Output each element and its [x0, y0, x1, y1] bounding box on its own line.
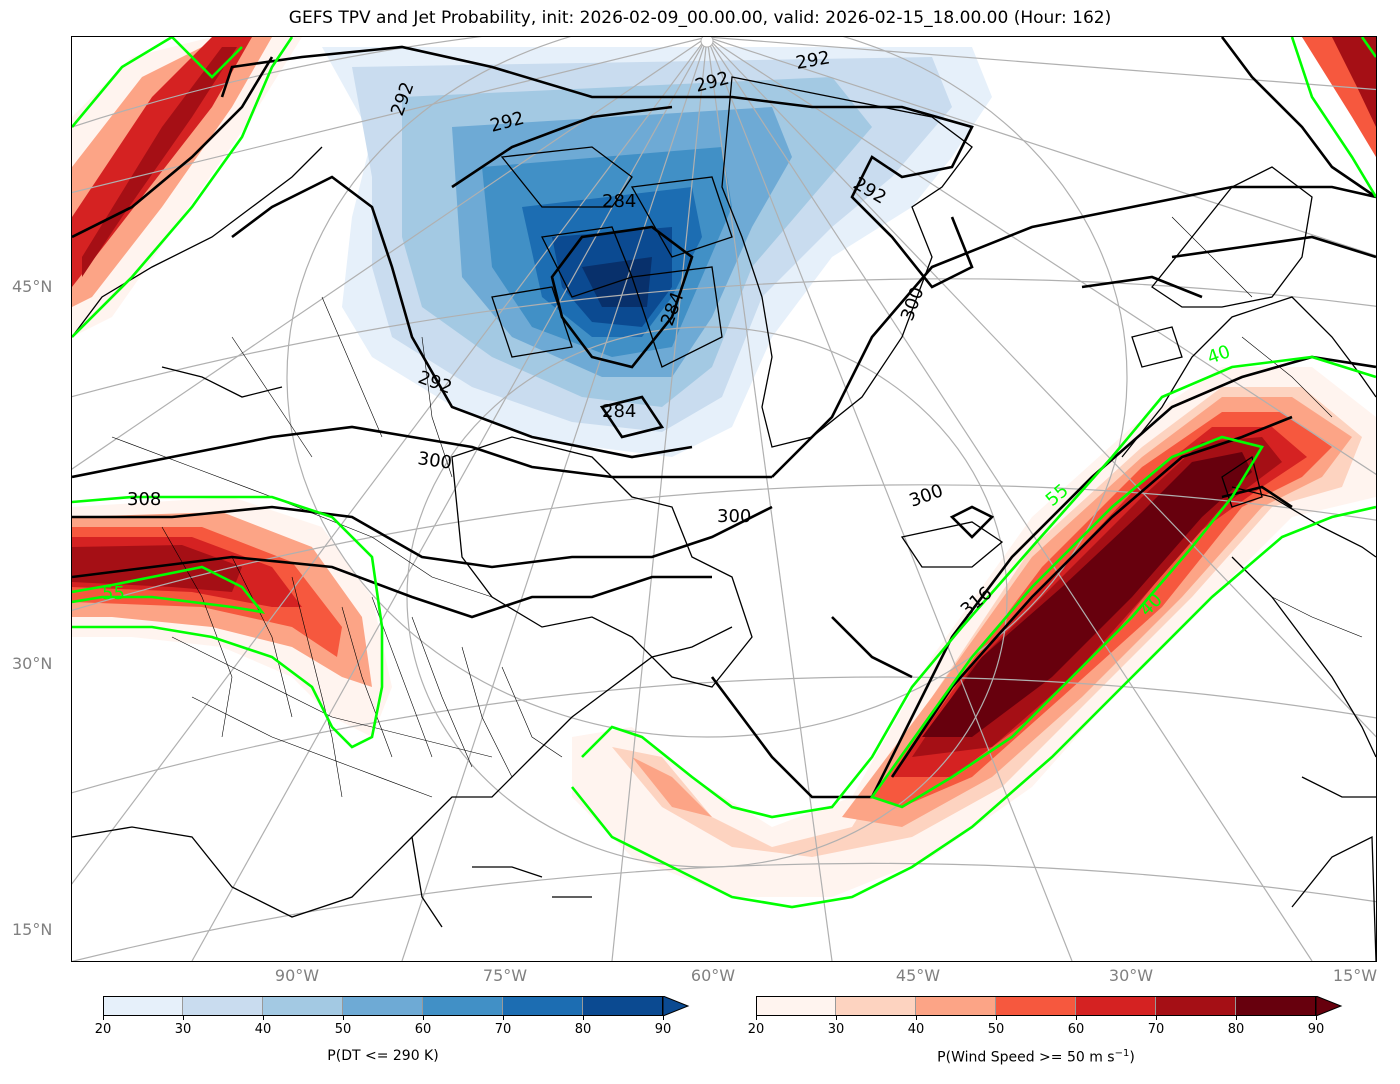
lat-label: 15°N: [12, 920, 53, 939]
colorbar-tick-label: 30: [827, 1022, 845, 1037]
lat-label: 30°N: [12, 654, 53, 673]
colorbar-tickmark: [263, 1016, 264, 1020]
colorbar-segment: [1156, 996, 1236, 1016]
colorbar-tick-label: 20: [747, 1022, 765, 1037]
map-panel: 292 292 292 292 292 292 284 284 284 300 …: [71, 36, 1377, 962]
lat-label: 45°N: [12, 277, 53, 296]
tpv-colorbar: [103, 996, 690, 1016]
political-borders: [111, 216, 1363, 798]
colorbar-tickmark: [663, 1016, 664, 1020]
contour-label: 300: [717, 506, 751, 527]
colorbar-tick-label: 80: [574, 1022, 592, 1037]
colorbar-segment: [263, 996, 343, 1016]
colorbar-tick-label: 60: [1067, 1022, 1085, 1037]
contour-label: 284: [602, 191, 636, 212]
colorbar-segment: [503, 996, 583, 1016]
colorbar-tickmark: [996, 1016, 997, 1020]
contour-label: 300: [416, 448, 453, 474]
colorbar-tickmark: [503, 1016, 504, 1020]
colorbar-tick-label: 20: [94, 1022, 112, 1037]
dt-contours: [72, 37, 1376, 799]
colorbar-tickmark: [343, 1016, 344, 1020]
colorbar-tickmark: [423, 1016, 424, 1020]
colorbar-extend-arrow: [103, 996, 690, 1016]
tpv-colorbar-label: P(DT <= 290 K): [327, 1048, 439, 1064]
colorbar-tick-label: 50: [334, 1022, 352, 1037]
tpv-probability-field: [322, 47, 992, 457]
colorbar-tick-label: 90: [1307, 1022, 1325, 1037]
colorbar-segment: [756, 996, 836, 1016]
lon-label: 30°W: [1108, 966, 1154, 985]
colorbar-tick-label: 70: [494, 1022, 512, 1037]
colorbar-tick-label: 30: [174, 1022, 192, 1037]
colorbar-tickmark: [1156, 1016, 1157, 1020]
colorbar-tickmark: [1076, 1016, 1077, 1020]
colorbar-tick-label: 40: [907, 1022, 925, 1037]
wind-contours: [72, 37, 1376, 909]
contour-label: 300: [897, 284, 928, 323]
lon-label: 90°W: [274, 966, 320, 985]
contour-label: 284: [602, 401, 636, 422]
lon-label: 75°W: [482, 966, 528, 985]
map-title: GEFS TPV and Jet Probability, init: 2026…: [288, 8, 1112, 28]
colorbar-tick-label: 80: [1227, 1022, 1245, 1037]
lon-label: 60°W: [690, 966, 736, 985]
colorbar-tickmark: [583, 1016, 584, 1020]
lon-label: 45°W: [895, 966, 941, 985]
colorbar-extend-arrow: [756, 996, 1343, 1016]
colorbar-tick-label: 70: [1147, 1022, 1165, 1037]
jet-colorbar-label: P(Wind Speed >= 50 m s−1): [937, 1048, 1135, 1066]
colorbar-tickmark: [1316, 1016, 1317, 1020]
colorbar-tick-label: 60: [414, 1022, 432, 1037]
colorbar-tickmark: [756, 1016, 757, 1020]
jet-colorbar: [756, 996, 1343, 1016]
colorbar-segment: [836, 996, 916, 1016]
colorbar-segment: [103, 996, 183, 1016]
colorbar-tickmark: [183, 1016, 184, 1020]
colorbar-tick-label: 50: [987, 1022, 1005, 1037]
colorbar-segment: [1076, 996, 1156, 1016]
colorbar-segment: [343, 996, 423, 1016]
colorbar-segment: [423, 996, 503, 1016]
colorbar-tickmark: [916, 1016, 917, 1020]
colorbar-tick-label: 90: [654, 1022, 672, 1037]
colorbar-tickmark: [836, 1016, 837, 1020]
colorbar-tickmark: [1236, 1016, 1237, 1020]
colorbar-segment: [183, 996, 263, 1016]
colorbar-tick-label: 40: [254, 1022, 272, 1037]
colorbar-tickmark: [103, 1016, 104, 1020]
contour-label: 55: [102, 583, 125, 604]
contour-label: 308: [127, 489, 161, 510]
colorbar-segment: [996, 996, 1076, 1016]
colorbar-segment: [916, 996, 996, 1016]
lon-label: 15°W: [1332, 966, 1378, 985]
